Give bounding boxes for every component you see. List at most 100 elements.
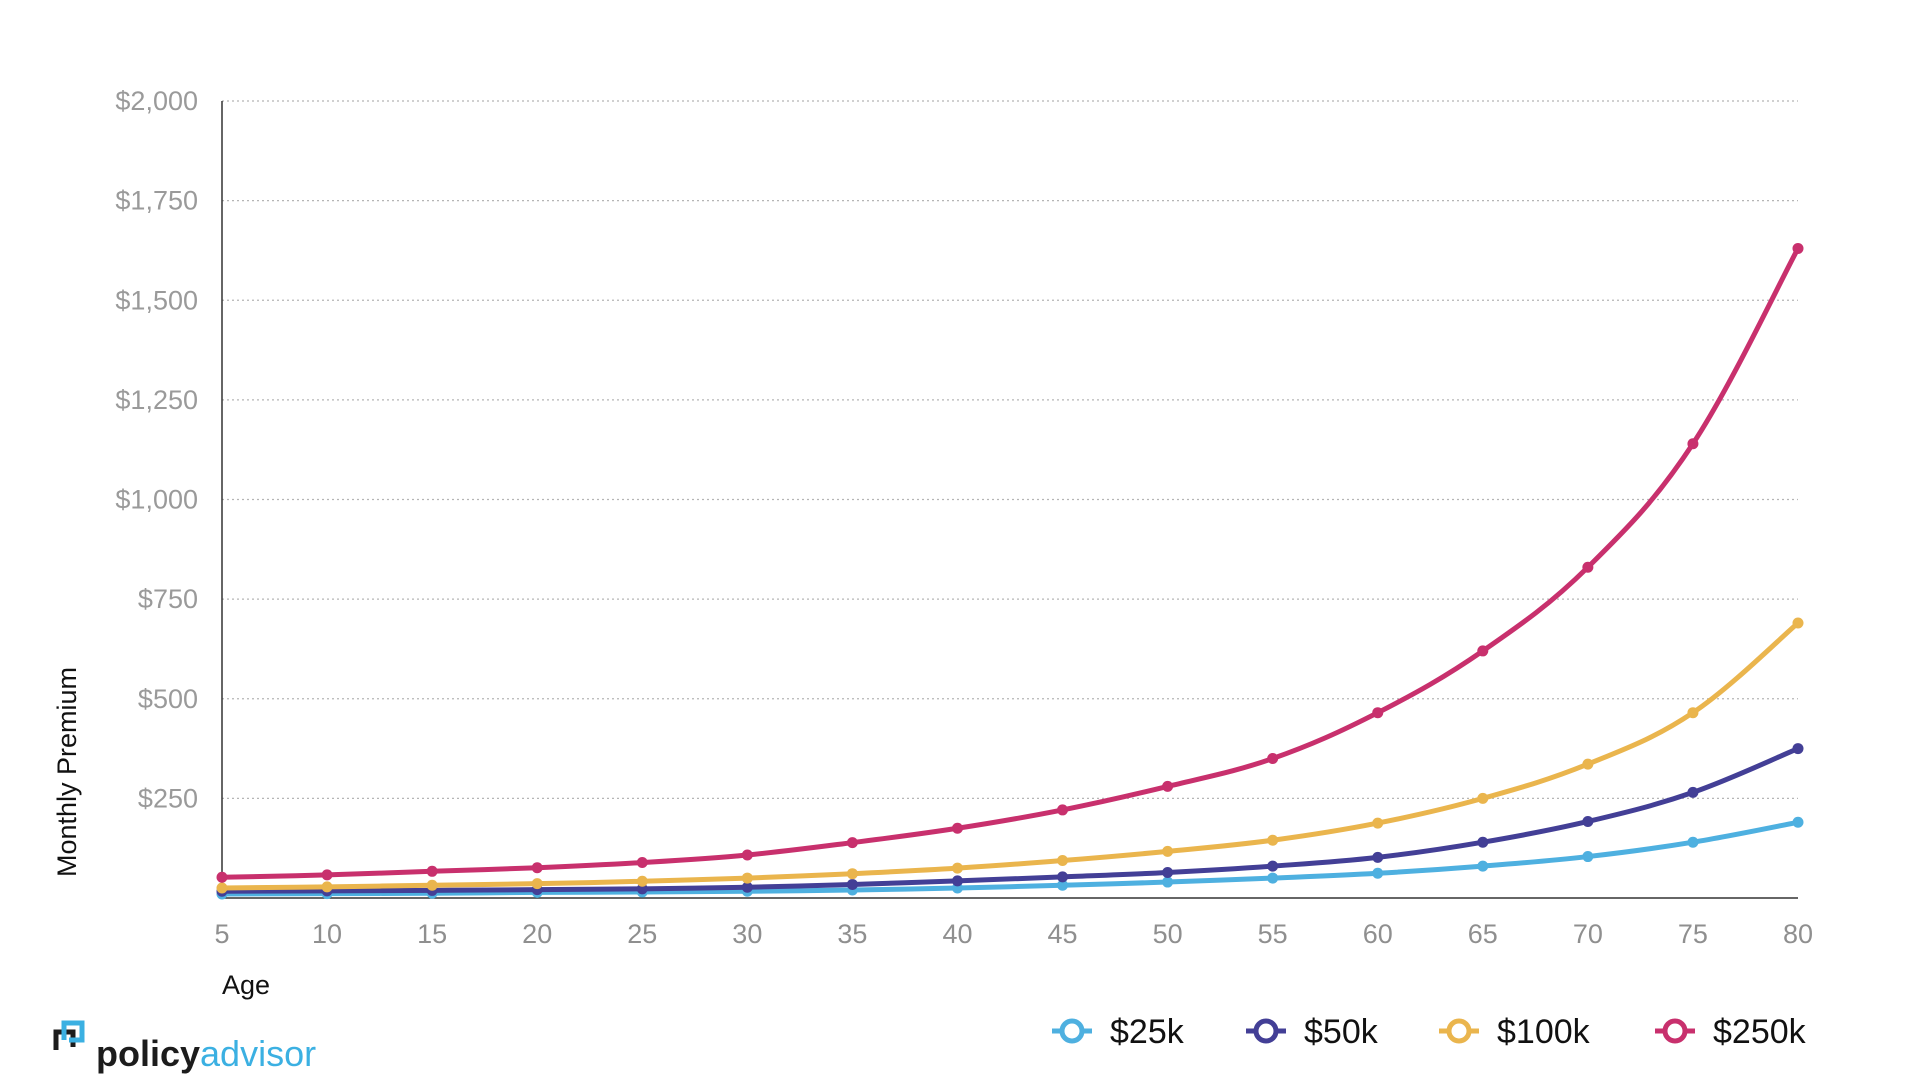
data-point [1267, 753, 1279, 765]
data-point [1582, 758, 1594, 770]
data-point [1477, 836, 1489, 848]
y-tick-label: $1,250 [115, 385, 198, 415]
data-point [1162, 876, 1174, 888]
x-axis-title: Age [222, 970, 270, 1000]
data-point [1372, 707, 1384, 719]
data-point [1162, 866, 1174, 878]
data-point [1477, 645, 1489, 657]
data-point [1582, 561, 1594, 573]
legend-marker [1662, 1018, 1688, 1044]
data-point [741, 881, 753, 893]
legend-marker [1253, 1018, 1279, 1044]
legend-marker [1059, 1018, 1085, 1044]
data-point [321, 881, 333, 893]
data-point [1687, 786, 1699, 798]
x-tick-label: 40 [942, 919, 972, 949]
data-point [1057, 871, 1069, 883]
data-point [636, 883, 648, 895]
data-point [741, 849, 753, 861]
y-tick-label: $500 [138, 684, 198, 714]
y-tick-label: $750 [138, 584, 198, 614]
data-point [321, 869, 333, 881]
y-axis-tick-labels: $250 $500 $750 $1,000 $1,250 $1,500 $1,750 $2,0… [115, 86, 198, 813]
y-tick-label: $250 [138, 783, 198, 813]
series-100k [216, 617, 1804, 894]
data-point [846, 837, 858, 849]
x-tick-label: 5 [214, 919, 229, 949]
x-tick-label: 60 [1363, 919, 1393, 949]
series-line-25k [219, 819, 1801, 897]
data-point [636, 857, 648, 869]
data-point [1792, 617, 1804, 629]
y-axis-title: Monthly Premium [52, 667, 82, 877]
data-point [1582, 815, 1594, 827]
policyadvisor-logo: policyadvisor [53, 1020, 316, 1074]
y-tick-label: $1,750 [115, 186, 198, 216]
series-250k [216, 242, 1804, 883]
data-point [1372, 867, 1384, 879]
data-point [1267, 834, 1279, 846]
legend-label: $100k [1497, 1013, 1591, 1051]
series-line-100k [219, 620, 1801, 891]
data-point [1687, 707, 1699, 719]
data-point [951, 875, 963, 887]
x-tick-label: 25 [627, 919, 657, 949]
data-point [1477, 792, 1489, 804]
legend-label: $50k [1304, 1013, 1379, 1051]
series-line-50k [219, 746, 1801, 894]
data-point [216, 882, 228, 894]
legend-label: $25k [1110, 1013, 1185, 1051]
policyadvisor-logo-icon [53, 1020, 85, 1050]
data-point [531, 862, 543, 874]
data-point [1582, 851, 1594, 863]
data-point [636, 875, 648, 887]
data-point [1057, 804, 1069, 816]
data-point [216, 871, 228, 883]
data-point [1792, 816, 1804, 828]
legend-item-50k: $50k [1246, 1013, 1379, 1051]
y-tick-label: $1,000 [115, 485, 198, 515]
x-tick-label: 15 [417, 919, 447, 949]
data-point [426, 865, 438, 877]
data-point [951, 862, 963, 874]
series-line-250k [219, 245, 1801, 880]
data-point [1687, 438, 1699, 450]
legend-item-25k: $25k [1052, 1013, 1185, 1051]
x-axis-tick-labels: 5 10 15 20 25 30 35 40 45 50 55 60 65 70 75 80 [214, 919, 1813, 949]
x-tick-label: 35 [837, 919, 867, 949]
x-tick-label: 30 [732, 919, 762, 949]
data-point [1687, 836, 1699, 848]
chart-legend: $25k $50k $100k $250k [1052, 1013, 1807, 1051]
data-point [1792, 743, 1804, 755]
series-50k [216, 743, 1804, 897]
data-point [1057, 855, 1069, 867]
data-point [531, 878, 543, 890]
data-point [1477, 860, 1489, 872]
data-point [741, 872, 753, 884]
x-tick-label: 10 [312, 919, 342, 949]
data-point [1267, 872, 1279, 884]
x-tick-label: 45 [1048, 919, 1078, 949]
brand-wordmark: policyadvisor [96, 1033, 316, 1074]
legend-item-100k: $100k [1439, 1013, 1591, 1051]
data-point [846, 868, 858, 880]
data-point [1372, 817, 1384, 829]
data-point [1372, 851, 1384, 863]
legend-item-250k: $250k [1655, 1013, 1807, 1051]
data-point [1162, 780, 1174, 792]
legend-marker [1446, 1018, 1472, 1044]
x-tick-label: 65 [1468, 919, 1498, 949]
legend-label: $250k [1713, 1013, 1807, 1051]
x-tick-label: 20 [522, 919, 552, 949]
y-tick-label: $1,500 [115, 285, 198, 315]
x-tick-label: 75 [1678, 919, 1708, 949]
data-point [846, 878, 858, 890]
grid-lines [222, 100, 1798, 799]
data-point [1267, 860, 1279, 872]
x-tick-label: 70 [1573, 919, 1603, 949]
data-point [1162, 845, 1174, 857]
x-tick-label: 80 [1783, 919, 1813, 949]
x-tick-label: 55 [1258, 919, 1288, 949]
series-lines [216, 242, 1804, 900]
